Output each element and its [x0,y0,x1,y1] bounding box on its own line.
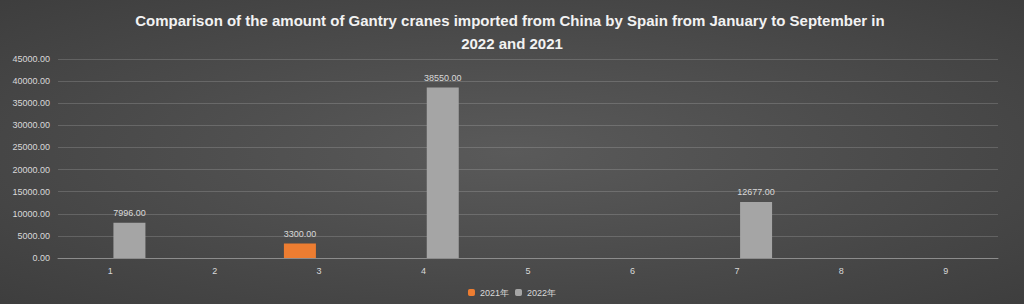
svg-text:30000.00: 30000.00 [12,120,50,130]
svg-text:38550.00: 38550.00 [424,73,462,83]
svg-text:20000.00: 20000.00 [12,165,50,175]
svg-text:45000.00: 45000.00 [12,54,50,64]
svg-text:8: 8 [839,266,844,276]
svg-text:25000.00: 25000.00 [12,142,50,152]
svg-text:12677.00: 12677.00 [737,187,775,197]
svg-text:35000.00: 35000.00 [12,98,50,108]
svg-text:2022 and 2021: 2022 and 2021 [461,35,563,52]
svg-text:3300.00: 3300.00 [284,229,317,239]
svg-text:2022年: 2022年 [527,288,556,298]
svg-text:1: 1 [108,266,113,276]
svg-text:3: 3 [317,266,322,276]
svg-text:5000.00: 5000.00 [17,231,50,241]
svg-text:2: 2 [212,266,217,276]
svg-text:15000.00: 15000.00 [12,187,50,197]
svg-text:2021年: 2021年 [480,288,509,298]
svg-text:0.00: 0.00 [32,253,50,263]
svg-text:9: 9 [943,266,948,276]
svg-text:40000.00: 40000.00 [12,76,50,86]
svg-text:7: 7 [734,266,739,276]
svg-text:7996.00: 7996.00 [113,208,146,218]
svg-text:5: 5 [525,266,530,276]
svg-text:6: 6 [630,266,635,276]
svg-text:Comparison of the amount of Ga: Comparison of the amount of Gantry crane… [135,12,888,29]
svg-text:4: 4 [421,266,426,276]
svg-text:10000.00: 10000.00 [12,209,50,219]
